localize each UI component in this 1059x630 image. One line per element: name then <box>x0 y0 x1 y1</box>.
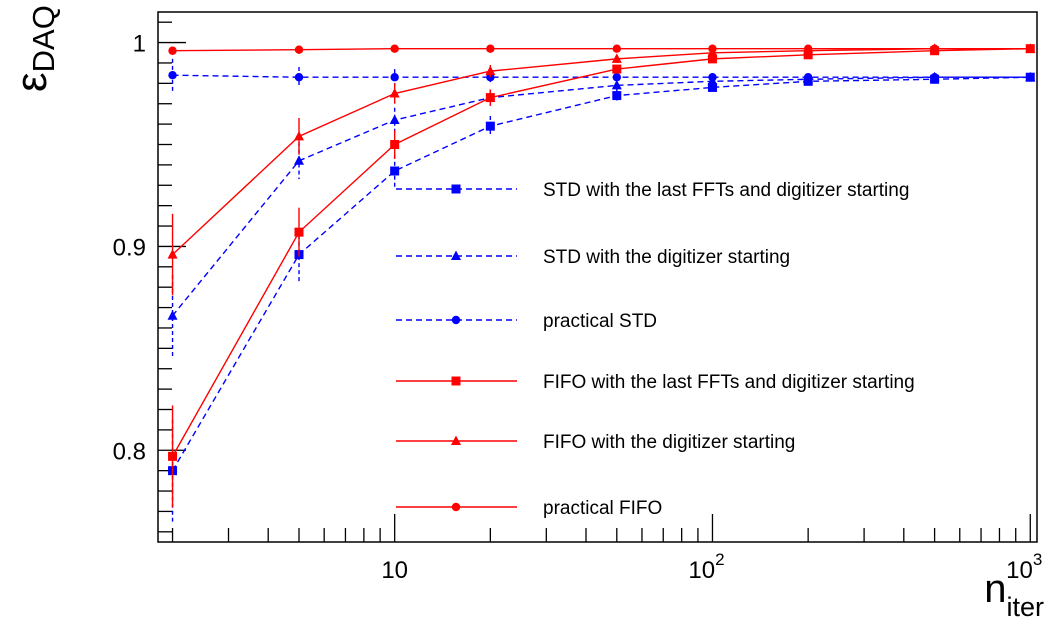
plot-frame <box>157 11 1038 543</box>
data-point <box>294 73 304 82</box>
data-point <box>1026 44 1035 53</box>
data-point <box>612 91 622 101</box>
data-point <box>707 54 717 64</box>
legend-entry: FIFO with the digitizer starting <box>396 432 795 453</box>
data-point <box>485 93 495 103</box>
series-3 <box>168 58 1035 92</box>
series-layer <box>167 43 1036 522</box>
data-point <box>485 65 496 76</box>
legend-entry: STD with the last FFTs and digitizer sta… <box>396 180 909 201</box>
data-point <box>612 44 622 53</box>
legend-label: STD with the digitizer starting <box>543 247 790 268</box>
x-tick-label: 10 <box>381 557 408 584</box>
x-tick-label: 102 <box>688 550 724 584</box>
data-point <box>167 310 178 320</box>
legend-marker <box>451 376 461 386</box>
data-point <box>294 227 304 237</box>
data-point <box>168 46 177 55</box>
data-point <box>486 73 495 82</box>
data-point <box>167 249 178 259</box>
data-point <box>390 140 400 149</box>
legend-label: STD with the last FFTs and digitizer sta… <box>543 180 909 201</box>
legend-entry: practical FIFO <box>396 498 662 519</box>
series-6 <box>168 44 1035 55</box>
legend-marker <box>451 315 461 325</box>
legend-entry: practical STD <box>396 311 657 332</box>
y-axis-title-main: ε <box>7 72 56 92</box>
data-point <box>390 73 399 82</box>
y-tick-label: 0.9 <box>113 234 146 261</box>
data-point <box>803 50 813 60</box>
data-point <box>803 73 813 82</box>
data-point <box>390 166 400 176</box>
legend-entry: FIFO with the last FFTs and digitizer st… <box>396 372 915 393</box>
data-point <box>294 130 305 141</box>
data-point <box>1026 73 1035 82</box>
data-point <box>611 53 622 63</box>
data-point <box>390 44 399 53</box>
data-point <box>485 121 495 131</box>
x-tick-label: 103 <box>1006 550 1042 584</box>
legend: STD with the last FFTs and digitizer sta… <box>396 180 915 519</box>
legend-marker <box>451 435 461 445</box>
data-point <box>803 44 813 53</box>
y-tick-label: 1 <box>133 31 146 58</box>
y-axis-title: εDAQ <box>7 5 61 92</box>
data-point <box>389 114 400 125</box>
legend-entry: STD with the digitizer starting <box>396 247 790 268</box>
data-point <box>294 45 304 54</box>
legend-label: FIFO with the last FFTs and digitizer st… <box>543 372 915 393</box>
data-point <box>168 70 177 80</box>
series-line <box>171 76 1031 317</box>
legend-label: practical FIFO <box>543 498 662 519</box>
data-point <box>612 64 622 74</box>
data-point <box>612 73 622 82</box>
y-tick-label: 0.8 <box>113 438 146 465</box>
data-point <box>708 44 717 53</box>
x-axis-title: niter <box>984 567 1044 622</box>
data-point <box>930 73 939 82</box>
data-point <box>294 155 305 165</box>
data-point <box>486 44 495 53</box>
legend-label: practical STD <box>543 311 657 332</box>
data-point <box>707 82 717 92</box>
legend-marker <box>451 250 461 260</box>
axis-ticks: 0.8 0.9 1 10 102 103 <box>113 21 1042 584</box>
legend-label: FIFO with the digitizer starting <box>543 432 795 453</box>
data-point <box>611 79 622 90</box>
data-point <box>930 44 939 53</box>
data-point <box>168 451 178 461</box>
y-axis-title-sub: DAQ <box>26 5 61 72</box>
legend-marker <box>451 184 461 194</box>
x-axis-title-sub: iter <box>1006 592 1044 622</box>
x-axis-title-main: n <box>984 567 1006 611</box>
data-point <box>708 73 717 82</box>
legend-marker <box>451 502 461 512</box>
data-point <box>389 88 400 98</box>
